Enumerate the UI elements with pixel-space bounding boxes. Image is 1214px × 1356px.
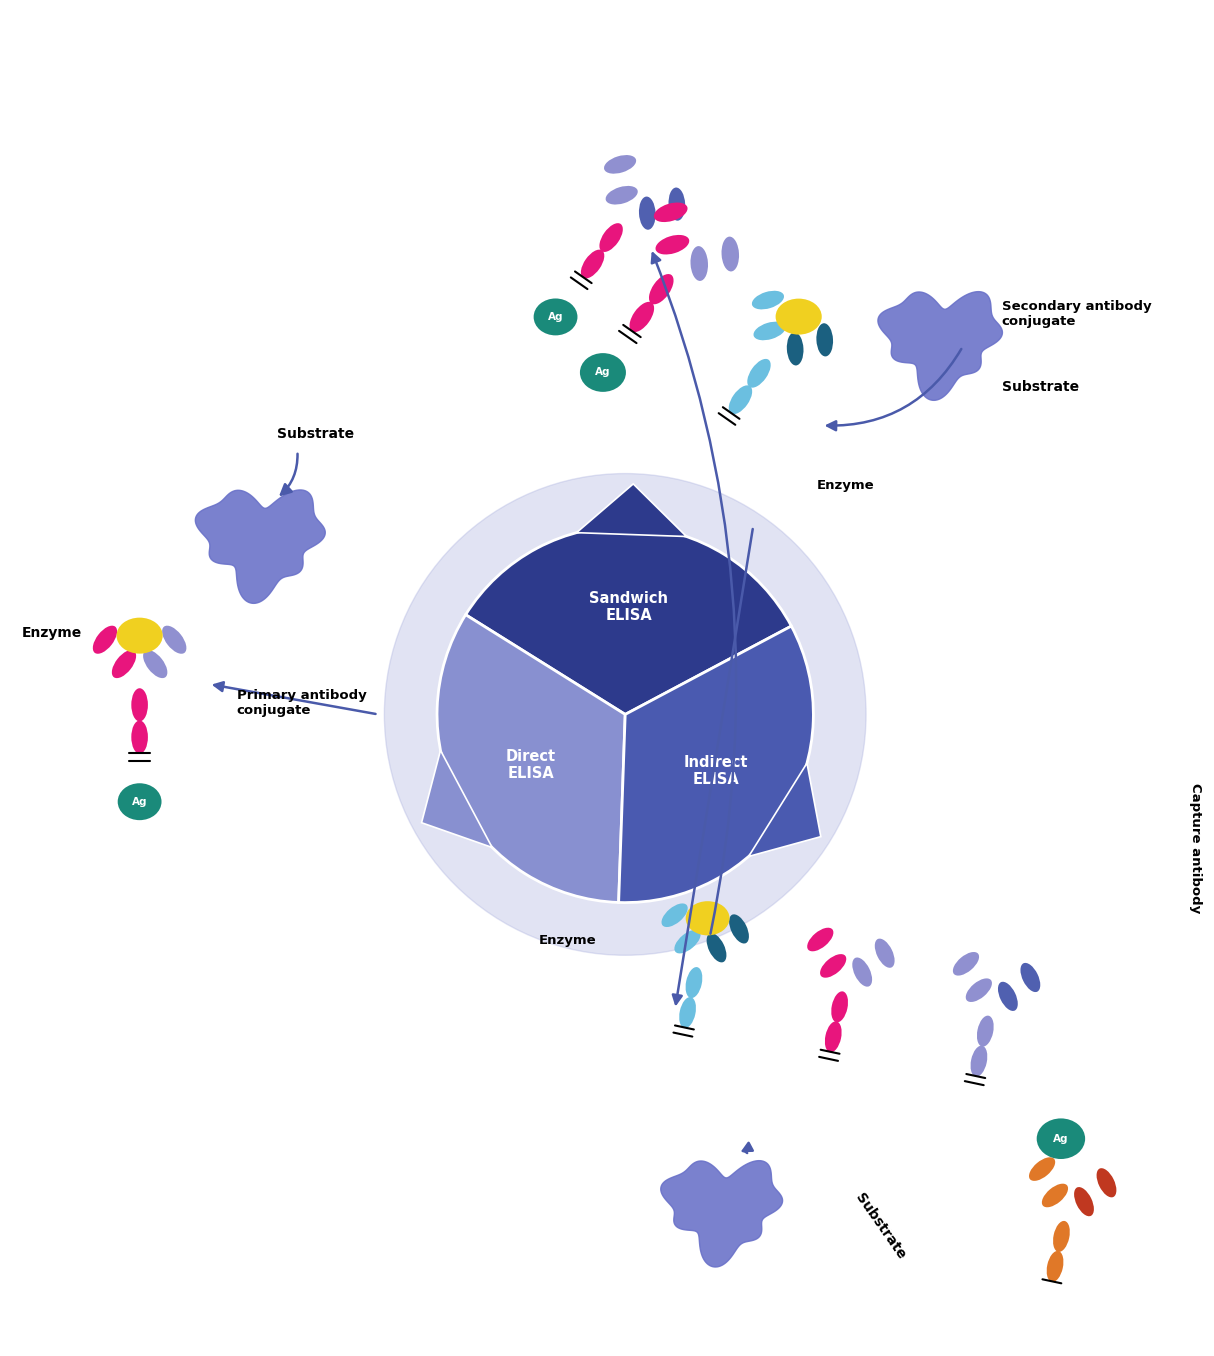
FancyArrowPatch shape — [280, 454, 297, 495]
Ellipse shape — [679, 997, 696, 1028]
Ellipse shape — [580, 250, 605, 278]
Ellipse shape — [1074, 1186, 1094, 1216]
Ellipse shape — [1029, 1157, 1055, 1181]
Ellipse shape — [600, 224, 623, 252]
Ellipse shape — [639, 197, 656, 229]
Ellipse shape — [656, 235, 690, 255]
Ellipse shape — [707, 933, 726, 963]
Ellipse shape — [807, 928, 833, 952]
Ellipse shape — [787, 332, 804, 366]
Ellipse shape — [112, 650, 136, 678]
Ellipse shape — [117, 617, 163, 654]
Text: Indirect
ELISA: Indirect ELISA — [683, 755, 748, 788]
Ellipse shape — [605, 155, 636, 174]
FancyArrowPatch shape — [215, 682, 375, 713]
Ellipse shape — [832, 991, 849, 1022]
Ellipse shape — [1046, 1252, 1063, 1281]
Ellipse shape — [686, 967, 703, 998]
Ellipse shape — [875, 938, 895, 968]
FancyArrowPatch shape — [827, 348, 961, 430]
Ellipse shape — [1037, 1119, 1085, 1159]
Text: Enzyme: Enzyme — [817, 479, 874, 492]
Circle shape — [385, 473, 866, 955]
Ellipse shape — [852, 957, 872, 987]
Polygon shape — [577, 484, 686, 537]
Ellipse shape — [630, 302, 654, 332]
Text: Enzyme: Enzyme — [22, 626, 83, 640]
Ellipse shape — [131, 720, 148, 754]
Text: Substrate: Substrate — [1002, 380, 1079, 393]
Ellipse shape — [669, 187, 685, 221]
Ellipse shape — [965, 979, 992, 1002]
FancyArrowPatch shape — [652, 254, 736, 934]
Ellipse shape — [674, 930, 700, 953]
Ellipse shape — [754, 321, 785, 340]
Ellipse shape — [998, 982, 1017, 1012]
Wedge shape — [619, 626, 813, 903]
FancyArrowPatch shape — [743, 1143, 753, 1153]
Text: Ag: Ag — [548, 312, 563, 321]
Ellipse shape — [534, 298, 578, 335]
Ellipse shape — [118, 784, 161, 820]
Ellipse shape — [649, 274, 674, 304]
Text: Ag: Ag — [1054, 1134, 1068, 1143]
Text: Direct
ELISA: Direct ELISA — [505, 749, 556, 781]
Ellipse shape — [580, 353, 626, 392]
Ellipse shape — [953, 952, 978, 975]
Text: Capture antibody: Capture antibody — [1190, 782, 1202, 913]
Ellipse shape — [163, 625, 187, 654]
Text: Primary antibody
conjugate: Primary antibody conjugate — [237, 689, 367, 716]
Ellipse shape — [1042, 1184, 1068, 1207]
Text: Substrate: Substrate — [277, 427, 354, 441]
Text: Enzyme: Enzyme — [539, 934, 596, 946]
Polygon shape — [660, 1161, 783, 1267]
Text: Sandwich
ELISA: Sandwich ELISA — [590, 591, 669, 624]
Ellipse shape — [662, 903, 687, 928]
Polygon shape — [749, 763, 821, 857]
Ellipse shape — [606, 186, 637, 205]
Text: Ag: Ag — [595, 367, 611, 377]
Text: Ag: Ag — [132, 797, 147, 807]
Ellipse shape — [970, 1045, 987, 1077]
Ellipse shape — [131, 689, 148, 721]
FancyArrowPatch shape — [673, 529, 753, 1003]
Ellipse shape — [748, 359, 771, 388]
Ellipse shape — [730, 914, 749, 944]
Ellipse shape — [691, 245, 708, 281]
Ellipse shape — [1053, 1220, 1070, 1252]
Ellipse shape — [824, 1021, 841, 1052]
Polygon shape — [195, 490, 325, 603]
Text: Substrate: Substrate — [852, 1191, 908, 1262]
Ellipse shape — [819, 955, 846, 978]
Ellipse shape — [92, 625, 117, 654]
Ellipse shape — [751, 290, 784, 309]
Polygon shape — [878, 292, 1003, 400]
Ellipse shape — [721, 236, 739, 271]
Ellipse shape — [977, 1016, 994, 1047]
Ellipse shape — [654, 202, 687, 222]
Ellipse shape — [816, 323, 833, 357]
Ellipse shape — [686, 902, 730, 936]
Text: Secondary antibody
conjugate: Secondary antibody conjugate — [1002, 300, 1151, 328]
Polygon shape — [421, 750, 492, 848]
Ellipse shape — [1021, 963, 1040, 993]
Ellipse shape — [143, 650, 168, 678]
Ellipse shape — [728, 385, 753, 414]
Wedge shape — [437, 614, 625, 903]
Ellipse shape — [776, 298, 822, 335]
Ellipse shape — [1096, 1168, 1117, 1197]
Wedge shape — [466, 526, 792, 715]
